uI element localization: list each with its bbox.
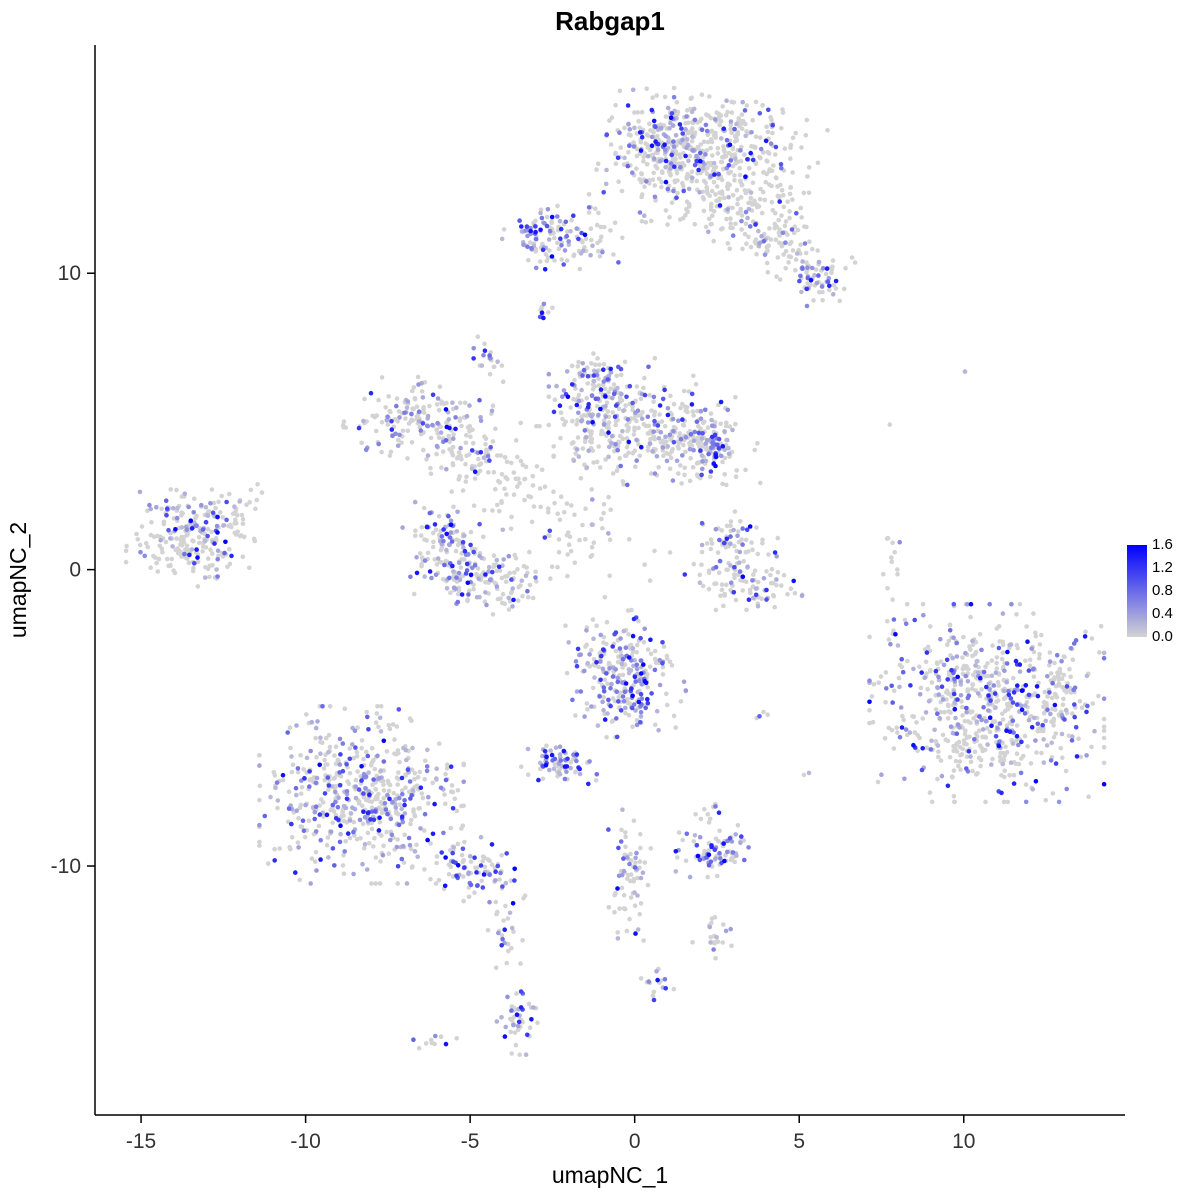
tick-label: 0 bbox=[69, 559, 81, 582]
tick-label: 10 bbox=[952, 1130, 975, 1153]
tick-label: -5 bbox=[461, 1130, 480, 1153]
tick-label: -10 bbox=[290, 1130, 320, 1153]
axes: -15 -10 -5 0 5 10 -10 0 10 bbox=[51, 45, 1125, 1153]
tick-label: 5 bbox=[793, 1130, 805, 1153]
legend-tick-label: 1.6 bbox=[1152, 536, 1173, 553]
y-axis-label: umapNC_2 bbox=[5, 522, 31, 638]
scatter-points bbox=[123, 85, 1107, 1057]
x-axis-label: umapNC_1 bbox=[552, 1162, 668, 1188]
legend-tick-label: 0.8 bbox=[1152, 582, 1173, 599]
plot-title: Rabgap1 bbox=[555, 6, 665, 36]
legend-gradient-bar bbox=[1127, 545, 1147, 637]
legend-tick-label: 1.2 bbox=[1152, 559, 1173, 576]
legend-labels: 1.6 1.2 0.8 0.4 0.0 bbox=[1152, 536, 1173, 646]
tick-label: 10 bbox=[58, 262, 81, 285]
legend-tick-label: 0.0 bbox=[1152, 628, 1173, 645]
tick-label: -15 bbox=[126, 1130, 156, 1153]
tick-label: 0 bbox=[629, 1130, 641, 1153]
tick-label: -10 bbox=[51, 855, 81, 878]
legend-tick-label: 0.4 bbox=[1152, 605, 1173, 622]
color-legend: 1.6 1.2 0.8 0.4 0.0 bbox=[1127, 536, 1173, 645]
